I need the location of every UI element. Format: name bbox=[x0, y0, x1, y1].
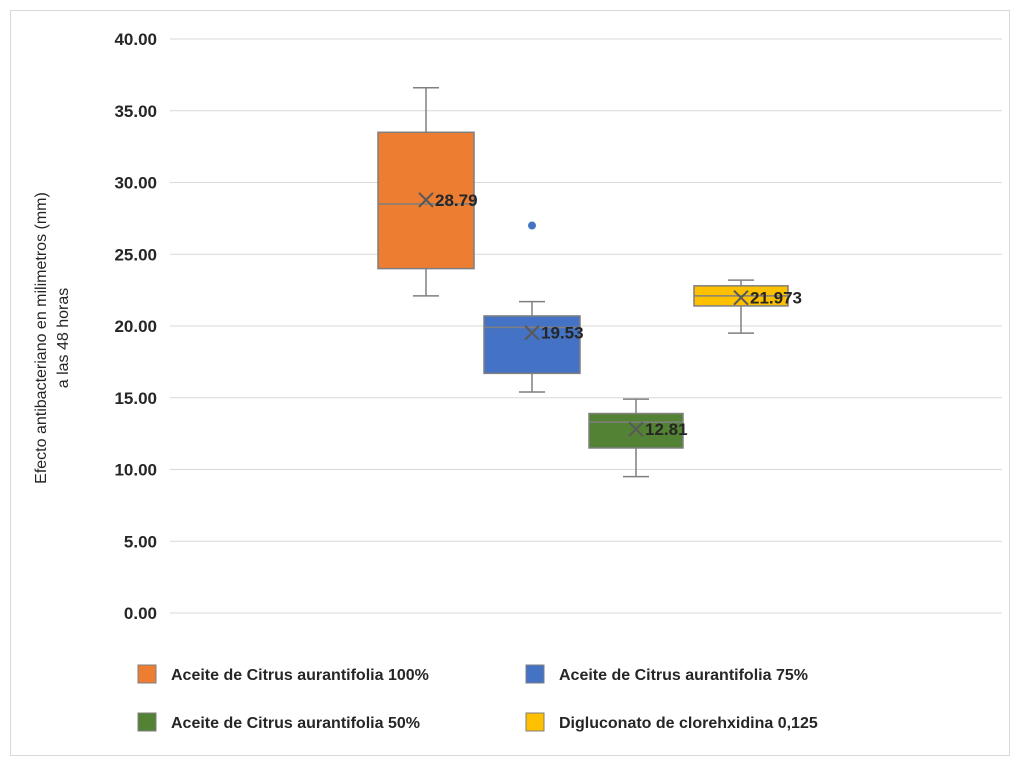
chart-frame bbox=[10, 10, 1010, 756]
box-series: 28.79 19.53 12.81 21.973 bbox=[377, 87, 802, 478]
y-tick-label: 10.00 bbox=[114, 461, 157, 480]
y-tick-label: 25.00 bbox=[114, 245, 157, 264]
y-axis-title: Efecto antibacteriano en milimetros (mm)… bbox=[33, 192, 72, 484]
legend-item: Aceite de Citrus aurantifolia 75% bbox=[525, 664, 808, 684]
mean-data-label: 28.79 bbox=[435, 191, 478, 210]
y-axis-title-line: a las 48 horas bbox=[55, 288, 72, 389]
box-iqr bbox=[588, 412, 684, 449]
box-iqr bbox=[483, 315, 581, 375]
legend-label: Digluconato de clorehxidina 0,125 bbox=[559, 715, 818, 732]
mean-marker bbox=[628, 421, 644, 437]
y-tick-label: 20.00 bbox=[114, 317, 157, 336]
mean-marker bbox=[418, 192, 434, 208]
y-tick-label: 30.00 bbox=[114, 174, 157, 193]
box-group: 19.53 bbox=[483, 221, 584, 393]
y-tick-label: 15.00 bbox=[114, 389, 157, 408]
y-tick-label: 0.00 bbox=[124, 604, 157, 623]
legend-item: Aceite de Citrus aurantifolia 50% bbox=[137, 712, 420, 732]
legend-label: Aceite de Citrus aurantifolia 100% bbox=[171, 667, 429, 684]
box-group: 28.79 bbox=[377, 87, 478, 297]
legend-swatch bbox=[137, 664, 157, 684]
legend-item: Aceite de Citrus aurantifolia 100% bbox=[137, 664, 429, 684]
gridlines bbox=[170, 38, 1002, 614]
legend-swatch bbox=[137, 712, 157, 732]
legend-swatch bbox=[525, 664, 545, 684]
legend-label: Aceite de Citrus aurantifolia 75% bbox=[559, 667, 808, 684]
y-tick-label: 5.00 bbox=[124, 532, 157, 551]
outlier-point bbox=[528, 221, 536, 230]
legend-item: Digluconato de clorehxidina 0,125 bbox=[525, 712, 818, 732]
y-tick-label: 35.00 bbox=[114, 102, 157, 121]
y-tick-label: 40.00 bbox=[114, 30, 157, 49]
y-axis-tick-labels: 0.00 5.00 10.00 15.00 20.00 25.00 30.00 35.00 40… bbox=[114, 30, 157, 623]
mean-data-label: 21.973 bbox=[750, 289, 802, 308]
mean-data-label: 19.53 bbox=[541, 324, 584, 343]
mean-marker bbox=[524, 325, 540, 341]
box-group: 12.81 bbox=[588, 398, 688, 478]
legend-label: Aceite de Citrus aurantifolia 50% bbox=[171, 715, 420, 732]
mean-data-label: 12.81 bbox=[645, 420, 688, 439]
box-group: 21.973 bbox=[693, 279, 802, 334]
legend-swatch bbox=[525, 712, 545, 732]
mean-marker bbox=[733, 289, 749, 306]
legend: Aceite de Citrus aurantifolia 100% Aceite… bbox=[137, 664, 818, 732]
y-axis-title-line: Efecto antibacteriano en milimetros (mm) bbox=[33, 192, 50, 484]
